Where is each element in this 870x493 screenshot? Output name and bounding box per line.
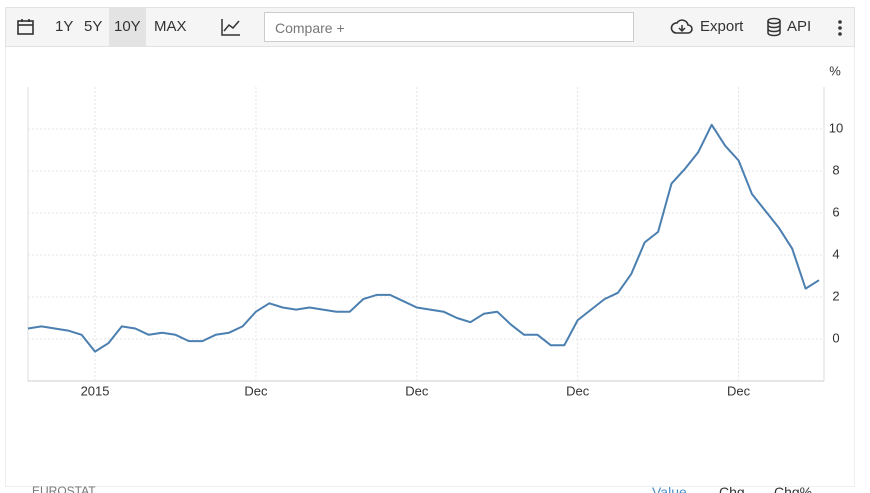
range-button[interactable]: MAX (154, 18, 187, 35)
y-tick-label: 8 (832, 162, 839, 177)
tab[interactable]: Chg% (774, 484, 813, 493)
tab[interactable]: Chg (719, 484, 745, 493)
y-tick-label: 4 (832, 246, 839, 261)
toolbar: 1Y 5Y 10Y MAX Compare + Export API (5, 7, 855, 47)
range-button[interactable]: 1Y (55, 18, 74, 35)
range-button[interactable]: 10Y (109, 8, 146, 46)
api-button[interactable]: API (787, 18, 812, 35)
api-icon[interactable] (766, 17, 782, 37)
x-tick-label: Dec (405, 383, 429, 398)
y-tick-label: 6 (832, 204, 839, 219)
menu-icon[interactable] (836, 19, 844, 37)
series-line (27, 123, 820, 353)
chart-type-icon[interactable] (220, 17, 242, 37)
y-tick-label: 10 (829, 120, 843, 135)
x-tick-label: Dec (244, 383, 268, 398)
y-unit: % (829, 63, 841, 78)
export-icon[interactable] (670, 18, 694, 38)
chart-panel: % 0 2 4 6 8 10 2015 Dec Dec Dec Dec EUROSTAT Value… (5, 47, 855, 493)
y-tick-label: 0 (832, 330, 839, 345)
x-tick-label: 2015 (81, 383, 110, 398)
compare-input[interactable]: Compare + (264, 12, 634, 42)
x-tick-label: Dec (727, 383, 751, 398)
y-tick-label: 2 (832, 288, 839, 303)
export-button[interactable]: Export (700, 18, 744, 35)
range-button[interactable]: 5Y (84, 18, 103, 35)
source: EUROSTAT (32, 484, 96, 493)
tab[interactable]: Value (652, 484, 687, 493)
x-tick-label: Dec (566, 383, 590, 398)
calendar-icon[interactable] (16, 17, 36, 37)
chart: % 0 2 4 6 8 10 2015 Dec Dec Dec Dec (27, 63, 843, 398)
